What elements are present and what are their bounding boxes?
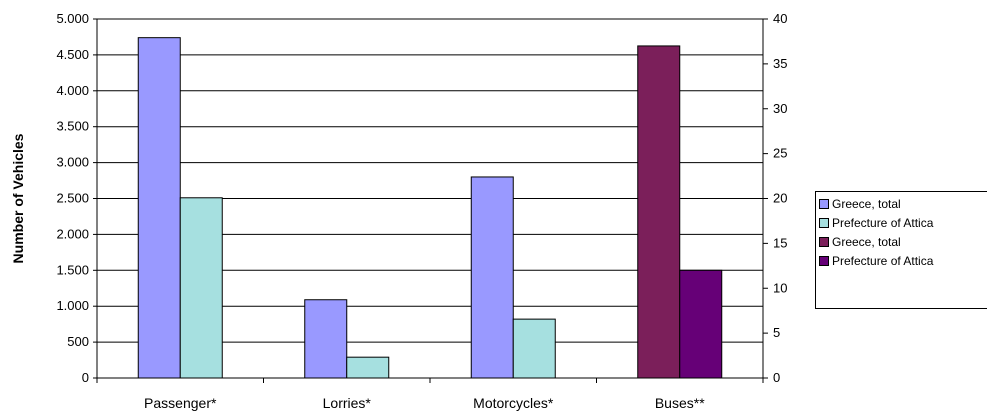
- bar: [679, 269, 723, 379]
- x-axis-tick-label: Motorcycles*: [473, 395, 554, 411]
- left-axis-tick-label: 4.000: [56, 83, 89, 98]
- bar: [346, 356, 390, 379]
- legend-swatch: [819, 256, 829, 266]
- right-axis-tick-label: 20: [773, 191, 787, 206]
- left-axis-tick-label: 1.500: [56, 262, 89, 277]
- legend-item: Prefecture of Attica: [819, 215, 933, 231]
- legend-label: Greece, total: [832, 235, 901, 249]
- legend-item: Greece, total: [819, 234, 901, 250]
- bar: [304, 299, 348, 379]
- legend-label: Prefecture of Attica: [832, 254, 934, 268]
- legend-swatch: [819, 237, 829, 247]
- left-axis-tick-label: 2.500: [56, 191, 89, 206]
- right-axis-tick-label: 35: [773, 56, 787, 71]
- legend-item: Prefecture of Attica: [819, 253, 933, 269]
- left-axis-tick-label: 0: [82, 370, 89, 385]
- left-axis-tick-label: 2.000: [56, 226, 89, 241]
- right-axis-tick-label: 25: [773, 146, 787, 161]
- right-axis-tick-label: 40: [773, 11, 787, 26]
- right-axis-tick-label: 10: [773, 280, 787, 295]
- legend-item: Greece, total: [819, 196, 901, 212]
- y-axis-label: Number of Vehicles: [10, 133, 26, 263]
- x-axis-tick-label: Passenger*: [144, 395, 217, 411]
- legend-label: Prefecture of Attica: [832, 216, 934, 230]
- left-axis-tick-label: 3.500: [56, 119, 89, 134]
- left-axis-tick-label: 1.000: [56, 298, 89, 313]
- left-axis-tick-label: 500: [67, 334, 89, 349]
- bar: [637, 45, 681, 379]
- legend-swatch: [819, 218, 829, 228]
- bar: [470, 176, 514, 379]
- bar: [512, 318, 556, 379]
- bar: [137, 37, 181, 379]
- right-axis-tick-label: 30: [773, 101, 787, 116]
- legend-label: Greece, total: [832, 197, 901, 211]
- legend-swatch: [819, 199, 829, 209]
- right-axis-tick-label: 15: [773, 235, 787, 250]
- left-axis-tick-label: 3.000: [56, 155, 89, 170]
- right-axis-tick-label: 5: [773, 325, 780, 340]
- left-axis-tick-label: 5.000: [56, 11, 89, 26]
- x-axis-tick-label: Buses**: [655, 395, 705, 411]
- left-axis-tick-label: 4.500: [56, 47, 89, 62]
- legend: Greece, total Prefecture of Attica Greece,…: [815, 191, 987, 309]
- bar: [179, 197, 223, 379]
- x-axis-tick-label: Lorries*: [323, 395, 372, 411]
- right-axis-tick-label: 0: [773, 370, 780, 385]
